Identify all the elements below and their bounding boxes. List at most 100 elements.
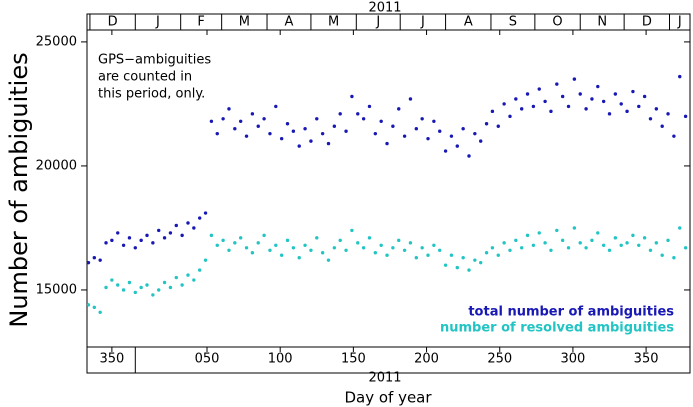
points (87, 74, 688, 314)
data-point (116, 283, 120, 287)
data-point (110, 278, 114, 282)
data-point (256, 241, 260, 245)
data-point (145, 283, 149, 287)
data-point (408, 97, 413, 101)
data-point (578, 241, 582, 245)
annotation-line: GPS−ambiguities (98, 53, 211, 68)
month-label: D (108, 15, 118, 30)
annotation-line: are counted in (98, 70, 192, 85)
data-point (262, 117, 266, 121)
data-point (590, 97, 594, 101)
data-point (215, 131, 219, 136)
data-point (180, 283, 184, 287)
data-point (484, 122, 489, 126)
data-point (379, 243, 383, 248)
data-point (121, 243, 126, 248)
data-point (607, 112, 612, 116)
month-label: J (375, 15, 380, 30)
data-point (543, 99, 547, 104)
data-point (87, 260, 91, 265)
data-point (320, 131, 325, 136)
bottom-year-label: 2011 (368, 371, 401, 386)
data-point (326, 258, 331, 262)
data-point (490, 246, 495, 250)
data-point (648, 248, 653, 252)
data-point (315, 236, 319, 240)
data-point (133, 290, 137, 295)
data-point (87, 303, 91, 307)
data-point (127, 236, 132, 240)
x-tick-label: 100 (268, 352, 293, 367)
data-point (98, 258, 102, 262)
data-point (285, 238, 290, 243)
x-tick-label: 200 (414, 352, 439, 367)
data-point (391, 124, 395, 128)
data-point (625, 241, 629, 245)
data-point (666, 238, 670, 243)
data-point (519, 107, 524, 111)
month-label: A (464, 15, 473, 30)
data-point (613, 236, 618, 240)
top-year-label: 2011 (368, 1, 401, 16)
month-label: M (239, 15, 250, 30)
x-tick-label: 150 (341, 352, 366, 367)
data-point (496, 124, 500, 128)
data-point (560, 238, 565, 243)
data-point (209, 119, 214, 123)
data-point (537, 87, 541, 91)
data-point (484, 251, 489, 255)
data-point (601, 99, 606, 104)
data-point (543, 241, 547, 245)
data-point (268, 248, 272, 252)
data-point (344, 248, 348, 252)
data-point (332, 246, 337, 250)
data-point (683, 114, 688, 119)
data-point (367, 236, 372, 240)
data-point (215, 243, 219, 248)
month-label: D (642, 15, 652, 30)
data-point (174, 275, 178, 280)
data-point (619, 243, 623, 248)
data-point (642, 94, 647, 99)
data-point (666, 112, 670, 116)
data-point (162, 280, 167, 285)
data-point (174, 223, 178, 228)
data-point (601, 243, 606, 248)
data-point (426, 253, 430, 257)
data-point (168, 231, 173, 235)
data-point (139, 285, 143, 290)
data-point (455, 265, 459, 270)
month-label: J (677, 15, 682, 30)
data-point (320, 251, 325, 255)
y-tick-label: 25000 (36, 34, 77, 49)
data-point (385, 141, 389, 146)
data-point (110, 238, 114, 243)
data-point (508, 114, 512, 119)
data-point (309, 139, 313, 143)
data-point (683, 246, 688, 250)
data-point (139, 238, 143, 243)
data-point (162, 236, 167, 240)
data-point (244, 246, 249, 250)
data-point (203, 211, 208, 215)
data-point (92, 256, 97, 260)
data-point (104, 285, 108, 290)
data-point (672, 134, 676, 138)
data-point (572, 226, 577, 230)
data-point (560, 94, 565, 99)
data-point (420, 117, 424, 121)
data-point (227, 107, 231, 111)
data-point (654, 241, 659, 245)
data-point (157, 228, 161, 233)
data-point (350, 228, 354, 233)
data-point (397, 107, 401, 111)
month-label: S (509, 15, 517, 30)
data-point (133, 246, 137, 250)
data-point (514, 97, 518, 101)
data-point (151, 293, 155, 297)
data-point (291, 129, 296, 133)
data-point (367, 104, 372, 109)
data-point (566, 246, 571, 250)
data-point (490, 109, 495, 114)
